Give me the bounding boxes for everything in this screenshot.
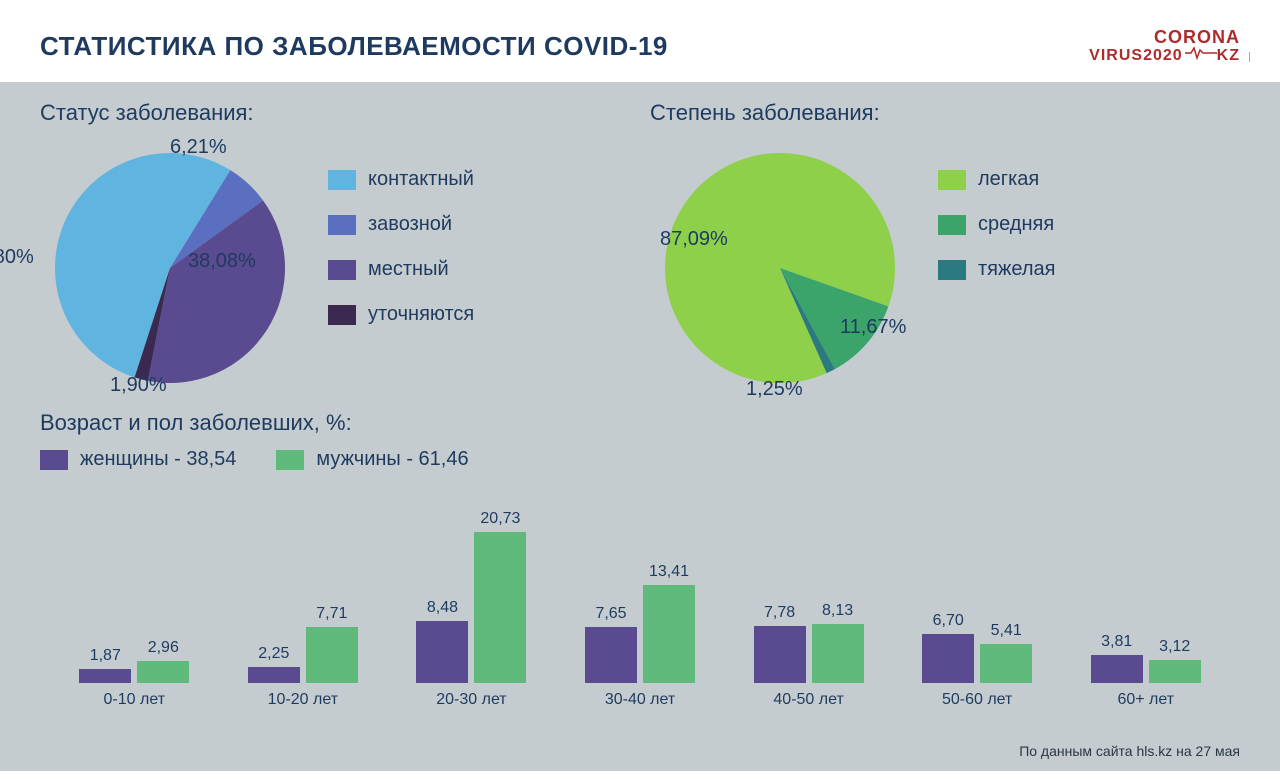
legend-swatch [40,450,68,470]
age-label: 50-60 лет [942,691,1012,709]
bar-value: 3,81 [1101,633,1132,651]
age-group: 8,48 20,73 20-30 лет [387,503,556,709]
bar [1149,660,1201,683]
legend-label: женщины - 38,54 [80,448,236,471]
severity-panel: Степень заболевания: 87,09% 11,67% 1,25% л… [650,100,1240,398]
pie-value-label: 11,67% [840,316,906,339]
age-group: 3,81 3,12 60+ лет [1061,503,1230,709]
age-label: 30-40 лет [605,691,675,709]
age-label: 60+ лет [1117,691,1174,709]
severity-legend: легкая средняя тяжелая [938,168,1055,303]
bar [474,532,526,683]
footer-note: По данным сайта hls.kz на 27 мая [1019,743,1240,759]
legend-item: легкая [938,168,1055,191]
age-label: 10-20 лет [268,691,338,709]
bar-value: 13,41 [649,563,689,581]
legend-swatch [328,170,356,190]
status-pie: 53,80%6,21%38,08%1,90% [40,138,300,398]
pie-value-label: 38,08% [188,250,256,273]
age-group: 6,70 5,41 50-60 лет [893,503,1062,709]
bar [306,627,358,683]
bar [416,621,468,683]
age-group: 7,65 13,41 30-40 лет [556,503,725,709]
legend-item: контактный [328,168,474,191]
legend-label: завозной [368,213,452,236]
pie-row: Статус заболевания: 53,80%6,21%38,08%1,9… [40,100,1240,398]
legend-swatch [328,260,356,280]
bar-value: 2,25 [258,645,289,663]
legend-swatch [938,170,966,190]
legend-item: местный [328,258,474,281]
bar [137,661,189,683]
legend-label: мужчины - 61,46 [316,448,468,471]
legend-label: легкая [978,168,1039,191]
bar [585,627,637,683]
status-title: Статус заболевания: [40,100,630,126]
bar [980,644,1032,683]
legend-swatch [328,305,356,325]
pie-value-label: 6,21% [170,136,227,159]
severity-pie: 87,09% 11,67% 1,25% [650,138,910,398]
content-area: Статус заболевания: 53,80% 6,21% 38,08% 1,9… [0,82,1280,771]
age-label: 40-50 лет [773,691,843,709]
bar-value: 6,70 [933,612,964,630]
pie-value-label: 1,25% [746,378,803,401]
logo-line2: VIRUS2020KZ [1089,46,1240,64]
bar-value: 1,87 [90,647,121,665]
pulse-icon [1185,46,1217,64]
bar [248,667,300,683]
status-panel: Статус заболевания: 53,80%6,21%38,08%1,9… [40,100,630,398]
pie-value-label: 87,09% [660,228,728,251]
age-group: 2,25 7,71 10-20 лет [219,503,388,709]
pie-value-label: 1,90% [110,374,167,397]
legend-label: контактный [368,168,474,191]
bar-legend-item: мужчины - 61,46 [276,448,468,471]
bar [922,634,974,683]
legend-label: уточняются [368,303,474,326]
bar-value: 20,73 [480,510,520,528]
bar-value: 7,65 [595,605,626,623]
bar-value: 3,12 [1159,638,1190,656]
pie-value-label: 53,80% [0,246,34,269]
page-title: СТАТИСТИКА ПО ЗАБОЛЕВАЕМОСТИ COVID-19 [40,31,668,62]
age-group: 1,87 2,96 0-10 лет [50,503,219,709]
bar [643,585,695,683]
age-label: 0-10 лет [104,691,166,709]
bar-value: 7,71 [316,605,347,623]
legend-item: завозной [328,213,474,236]
legend-swatch [938,260,966,280]
bar-legend-item: женщины - 38,54 [40,448,236,471]
bar-value: 2,96 [148,639,179,657]
logo: CORONA VIRUS2020KZ [1089,28,1240,64]
legend-swatch [938,215,966,235]
status-legend: контактный завозной местный уточняются [328,168,474,348]
bar [754,626,806,683]
bar-value: 8,13 [822,602,853,620]
age-gender-title: Возраст и пол заболевших, %: [40,410,1240,436]
legend-label: средняя [978,213,1054,236]
bar-value: 7,78 [764,604,795,622]
legend-item: средняя [938,213,1055,236]
logo-line1: CORONA [1089,28,1240,46]
age-label: 20-30 лет [436,691,506,709]
bar [79,669,131,683]
bar [1091,655,1143,683]
bar-value: 8,48 [427,599,458,617]
header: СТАТИСТИКА ПО ЗАБОЛЕВАЕМОСТИ COVID-19 CO… [0,0,1280,82]
bar-legend: женщины - 38,54 мужчины - 61,46 [40,448,1240,471]
bar-chart: 1,87 2,96 0-10 лет 2,25 7,71 10-20 лет 8,48 20,… [40,479,1240,709]
legend-item: уточняются [328,303,474,326]
legend-swatch [328,215,356,235]
age-group: 7,78 8,13 40-50 лет [724,503,893,709]
bar-value: 5,41 [991,622,1022,640]
severity-title: Степень заболевания: [650,100,1240,126]
legend-label: местный [368,258,449,281]
legend-swatch [276,450,304,470]
bar [812,624,864,683]
age-gender-panel: Возраст и пол заболевших, %: женщины - 3… [40,410,1240,709]
legend-label: тяжелая [978,258,1055,281]
legend-item: тяжелая [938,258,1055,281]
